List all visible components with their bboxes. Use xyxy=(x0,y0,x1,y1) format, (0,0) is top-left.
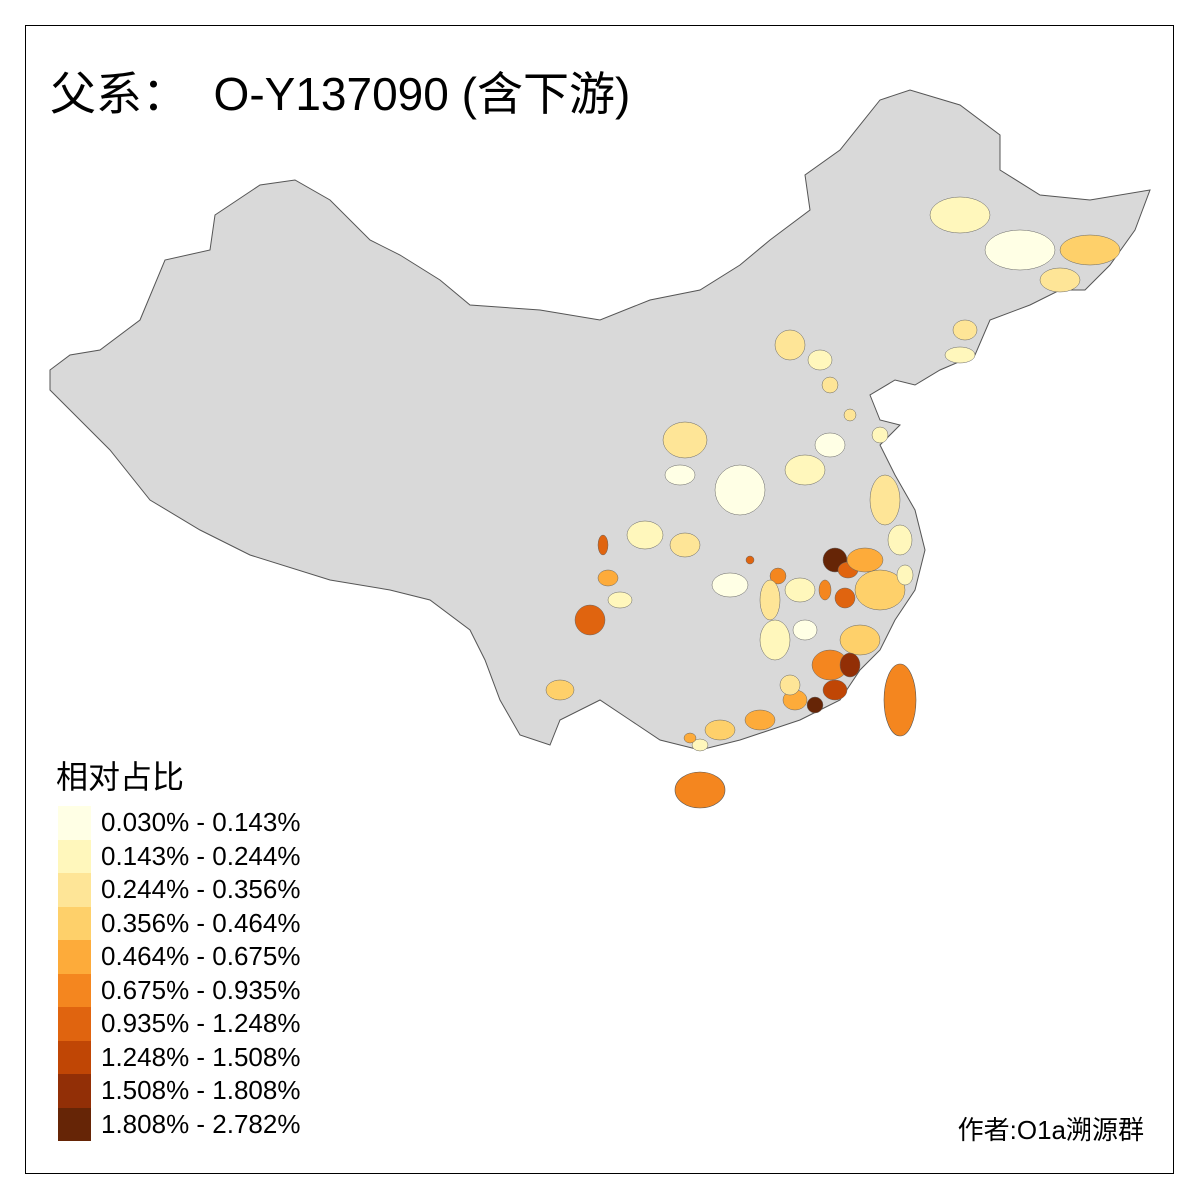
prefecture-region xyxy=(821,376,839,394)
legend-swatch xyxy=(58,1074,91,1108)
prefecture-region xyxy=(839,624,881,656)
prefecture-region xyxy=(822,679,848,701)
legend-swatch xyxy=(58,873,91,907)
legend-label: 1.248% - 1.508% xyxy=(101,1041,301,1072)
prefecture-region xyxy=(664,464,696,486)
prefecture-region xyxy=(711,572,749,598)
prefecture-region xyxy=(871,426,889,444)
legend-label: 1.508% - 1.808% xyxy=(101,1075,301,1106)
prefecture-region xyxy=(854,569,906,611)
prefecture-region xyxy=(839,652,861,678)
prefecture-region xyxy=(574,604,606,636)
prefecture-region xyxy=(806,696,824,714)
legend-swatch xyxy=(58,1040,91,1074)
prefecture-region xyxy=(944,346,976,364)
legend-label: 1.808% - 2.782% xyxy=(101,1108,301,1139)
prefecture-region xyxy=(759,579,781,621)
prefecture-region xyxy=(691,738,709,752)
legend-label: 0.143% - 0.244% xyxy=(101,840,301,871)
legend-label: 0.244% - 0.356% xyxy=(101,874,301,905)
prefecture-region xyxy=(896,564,914,586)
legend-item: 0.143% - 0.244% xyxy=(58,839,301,873)
prefecture-region xyxy=(769,567,787,585)
legend-label: 0.356% - 0.464% xyxy=(101,907,301,938)
legend-item: 1.248% - 1.508% xyxy=(58,1040,301,1074)
legend-swatch xyxy=(58,839,91,873)
prefecture-region xyxy=(597,534,609,556)
prefecture-region xyxy=(984,229,1056,271)
prefecture-region xyxy=(929,196,991,234)
taiwan xyxy=(883,663,917,737)
legend-title: 相对占比 xyxy=(56,758,185,796)
prefecture-region xyxy=(784,577,816,603)
figure-border xyxy=(25,25,1174,1174)
legend-swatch xyxy=(58,1007,91,1041)
legend-label: 0.935% - 1.248% xyxy=(101,1008,301,1039)
legend-label: 0.675% - 0.935% xyxy=(101,974,301,1005)
legend-item: 0.464% - 0.675% xyxy=(58,940,300,974)
prefecture-region xyxy=(607,591,633,609)
legend-label: 0.030% - 0.143% xyxy=(101,807,301,838)
prefecture-region xyxy=(597,569,619,587)
prefecture-region xyxy=(759,619,791,661)
legend-item: 0.244% - 0.356% xyxy=(58,873,300,907)
hainan xyxy=(674,771,726,809)
legend-swatch xyxy=(58,973,91,1007)
prefecture-region xyxy=(843,408,857,422)
legend-item: 0.356% - 0.464% xyxy=(58,906,301,940)
prefecture-region xyxy=(774,329,806,361)
prefecture-region xyxy=(669,532,701,558)
prefecture-region xyxy=(1059,234,1121,266)
prefecture-region xyxy=(626,520,664,550)
prefecture-region xyxy=(745,555,755,565)
prefecture-region xyxy=(834,587,856,609)
map-title: 父系： O-Y137090 (含下游) xyxy=(50,68,631,120)
legend-label: 0.464% - 0.675% xyxy=(101,941,301,972)
prefecture-region xyxy=(662,421,708,459)
author-credit: 作者:O1a溯源群 xyxy=(957,1115,1144,1145)
legend-swatch xyxy=(58,940,91,974)
prefecture-region xyxy=(704,719,736,741)
prefecture-region xyxy=(814,432,846,458)
legend-item: 0.030% - 0.143% xyxy=(58,806,300,840)
prefecture-region xyxy=(792,619,818,641)
legend-swatch xyxy=(58,806,91,840)
prefecture-region xyxy=(683,732,697,744)
legend-item: 0.935% - 1.248% xyxy=(58,1007,300,1041)
prefecture-region xyxy=(818,579,832,601)
prefecture-region xyxy=(952,319,978,341)
legend: 0.030% - 0.143% 0.143% - 0.244% 0.244% - 0… xyxy=(58,806,300,1141)
prefecture-region xyxy=(887,524,913,556)
prefecture-region xyxy=(744,709,776,731)
prefecture-region xyxy=(869,474,901,526)
prefecture-region xyxy=(545,679,575,701)
prefecture-region xyxy=(714,464,766,516)
legend-item: 1.508% - 1.808% xyxy=(58,1074,300,1108)
legend-item: 1.808% - 2.782% xyxy=(58,1107,301,1141)
prefecture-region xyxy=(1039,267,1081,293)
legend-item: 0.675% - 0.935% xyxy=(58,973,301,1007)
prefecture-region xyxy=(779,674,801,696)
legend-swatch xyxy=(58,1107,91,1141)
prefecture-region xyxy=(807,349,833,371)
prefecture-region xyxy=(846,547,884,573)
prefecture-region xyxy=(784,454,826,486)
legend-swatch xyxy=(58,906,91,940)
